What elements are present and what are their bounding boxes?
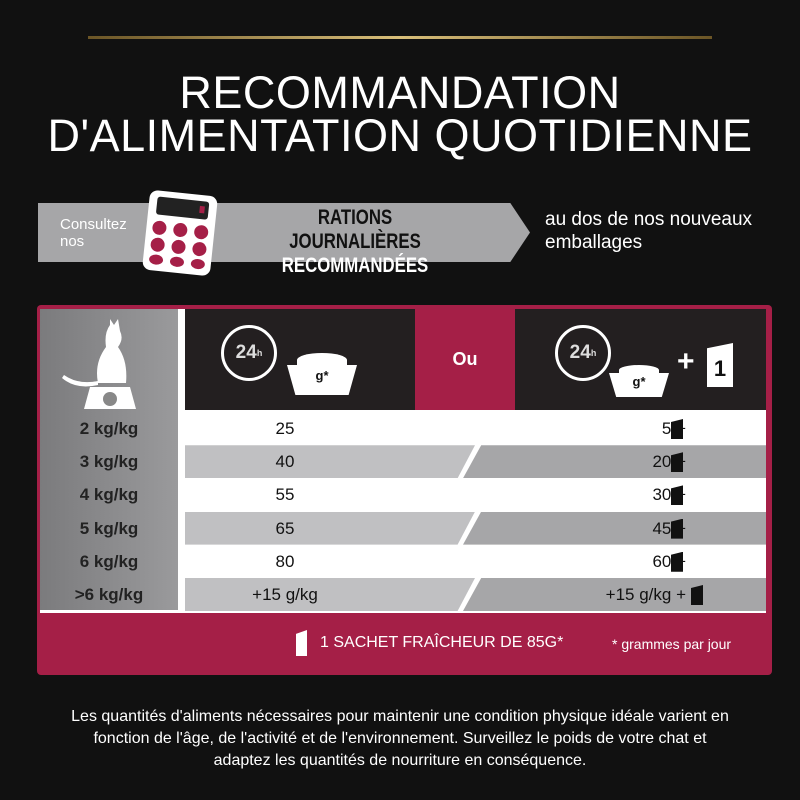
- kibble-icon: [297, 353, 347, 367]
- weight-cell: 6 kg/kg: [79, 551, 139, 571]
- table-row: 55 30 +: [185, 478, 766, 512]
- weight-cell: 3 kg/kg: [79, 452, 139, 472]
- sachet-icon: [691, 585, 703, 605]
- clock-24h-icon: 24 h: [221, 325, 277, 381]
- table-row: 40 20 +: [185, 445, 766, 479]
- dry-amount: 55: [275, 485, 295, 505]
- bowl-icon: g*: [609, 373, 669, 397]
- rations-line2: RECOMMANDÉES: [281, 254, 429, 277]
- calculator-icon: [142, 189, 218, 277]
- table-row: 65 45 +: [185, 511, 766, 545]
- or-label: Ou: [415, 309, 515, 410]
- consult-text: Consultez nos: [60, 216, 127, 250]
- dry-amount: 25: [275, 419, 295, 438]
- dry-amount: +15 g/kg: [252, 585, 318, 604]
- sachet-icon: [671, 419, 683, 439]
- dry-amount: 40: [275, 452, 295, 472]
- packaging-note: au dos de nos nouveaux emballages: [545, 209, 753, 253]
- clock-24h-icon: 24 h: [555, 325, 611, 381]
- grams-note: * grammes par jour: [612, 636, 732, 652]
- rations-line1: RATIONS JOURNALIÈRES: [289, 206, 421, 253]
- page-title-line1: RECOMMANDATION: [179, 67, 621, 118]
- dry-amount: 65: [275, 518, 295, 538]
- bowl-icon: g*: [287, 365, 357, 395]
- sachet-icon: [671, 452, 683, 473]
- weight-cell: 4 kg/kg: [79, 485, 139, 505]
- sachet-icon: [296, 630, 307, 656]
- sachet-icon: [671, 551, 683, 572]
- gold-divider: [88, 36, 712, 39]
- plus-sign: +: [677, 345, 695, 378]
- weight-column: [40, 309, 178, 610]
- table-row: +15 g/kg +15 g/kg +: [185, 578, 766, 611]
- kibble-icon: [619, 365, 659, 375]
- sachet-icon: 1: [707, 343, 733, 387]
- cat-on-scale-icon: [62, 319, 136, 409]
- disclaimer: Les quantités d'aliments nécessaires pou…: [0, 706, 800, 772]
- mixed-header: 24 h g* + 1: [515, 309, 766, 410]
- mixed-amount: +15 g/kg +: [605, 585, 686, 604]
- weight-cell: 2 kg/kg: [79, 419, 139, 438]
- table-row: 80 60 +: [185, 544, 766, 578]
- info-banner: [38, 203, 530, 262]
- sachet-icon: [671, 485, 683, 506]
- weight-cell: >6 kg/kg: [74, 585, 144, 604]
- table-row: 25 5 +: [185, 412, 766, 445]
- dry-only-header: 24 h g*: [185, 309, 415, 410]
- sachet-icon: [671, 518, 683, 539]
- dry-amount: 80: [275, 551, 295, 571]
- page-title-line2: D'ALIMENTATION QUOTIDIENNE: [47, 110, 753, 161]
- weight-cell: 5 kg/kg: [79, 518, 139, 538]
- rations-heading: RATIONS JOURNALIÈRES RECOMMANDÉES: [251, 206, 459, 278]
- disclaimer-text: Les quantités d'aliments nécessaires pou…: [71, 708, 729, 769]
- sachet-legend: 1 SACHET FRAÎCHEUR DE 85G*: [320, 634, 564, 651]
